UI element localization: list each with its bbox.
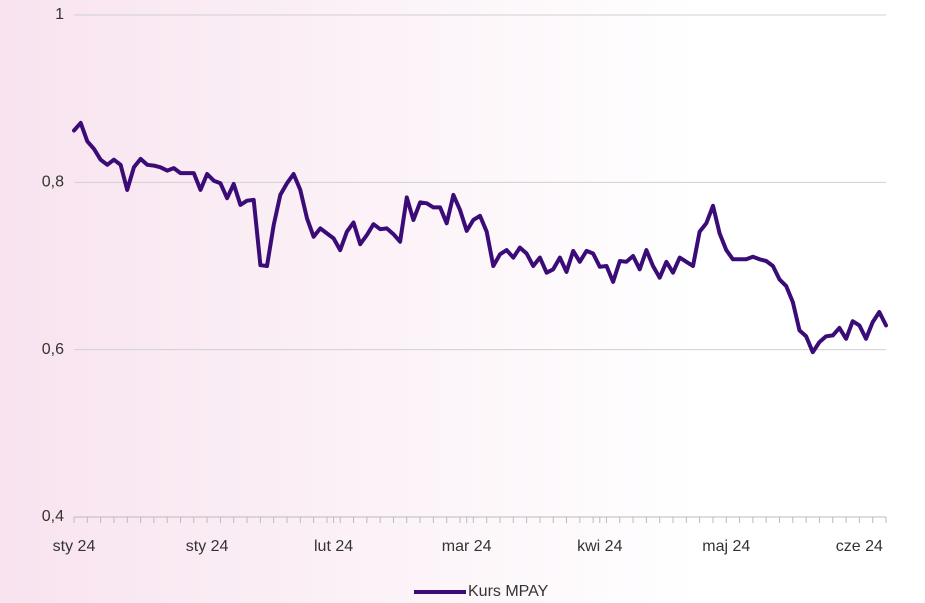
x-tick-label: kwi 24	[577, 538, 622, 555]
series-line	[72, 120, 888, 355]
x-tick-label: cze 24	[836, 538, 883, 555]
legend-label: Kurs MPAY	[468, 583, 549, 600]
y-tick-label: 0,4	[42, 508, 64, 525]
y-tick-label: 0,8	[42, 174, 64, 191]
x-tick-label: mar 24	[442, 538, 492, 555]
y-tick-label: 1	[55, 6, 64, 23]
x-tick-label: maj 24	[702, 538, 750, 555]
x-tick-label: sty 24	[53, 538, 96, 555]
y-tick-label: 0,6	[42, 341, 64, 358]
x-tick-label: sty 24	[186, 538, 229, 555]
x-tick-label: lut 24	[314, 538, 353, 555]
